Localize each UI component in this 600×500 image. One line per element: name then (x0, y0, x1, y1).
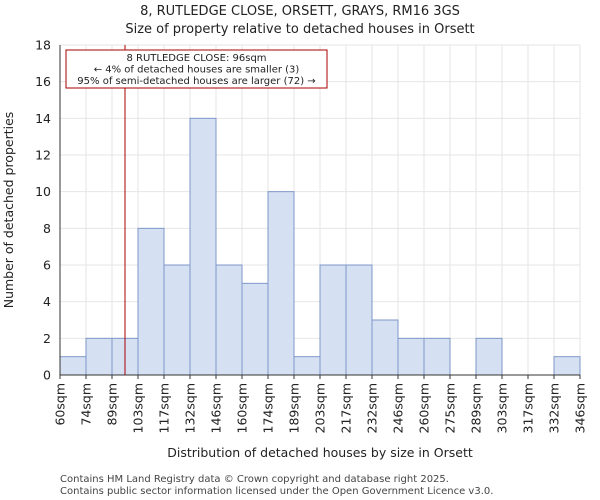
x-tick-label: 117sqm (157, 383, 172, 433)
chart-subtitle: Size of property relative to detached ho… (125, 22, 474, 37)
footer-line-2: Contains public sector information licen… (60, 486, 493, 497)
chart-title: 8, RUTLEDGE CLOSE, ORSETT, GRAYS, RM16 3… (140, 4, 460, 19)
x-tick-label: 317sqm (521, 383, 536, 433)
y-tick-label: 6 (43, 258, 51, 273)
x-tick-label: 189sqm (287, 383, 302, 433)
histogram-bar (189, 117, 217, 376)
plot-area: 0 2 4 6 8 10 12 14 16 18 60sqm 74sqm 89sqm 103sqm 117s… (35, 38, 587, 434)
histogram-bar (85, 337, 113, 376)
y-tick-label: 2 (43, 331, 51, 346)
histogram-bar (475, 337, 503, 376)
histogram-bar (319, 264, 347, 376)
y-tick-label: 0 (43, 368, 51, 383)
x-tick-label: 260sqm (417, 383, 432, 433)
histogram-bar (371, 319, 399, 376)
x-tick-label: 146sqm (209, 383, 224, 433)
x-axis-label: Distribution of detached houses by size … (167, 445, 473, 460)
y-tick-label: 16 (35, 74, 51, 89)
annotation-text: 8 RUTLEDGE CLOSE: 96sqm (126, 53, 266, 64)
y-tick-label: 18 (35, 38, 51, 53)
x-tick-label: 160sqm (235, 383, 250, 433)
x-tick-label: 103sqm (131, 383, 146, 433)
annotation-text: ← 4% of detached houses are smaller (3) (94, 65, 300, 76)
x-tick-label: 89sqm (105, 383, 120, 426)
x-tick-label: 203sqm (313, 383, 328, 433)
histogram-bar (267, 191, 295, 376)
x-tick-label: 217sqm (339, 383, 354, 433)
y-tick-label: 14 (35, 111, 51, 126)
histogram-bar (59, 356, 87, 376)
histogram-bar (163, 264, 191, 376)
histogram-bar (137, 227, 165, 376)
histogram-bar (553, 356, 581, 376)
x-tick-label: 346sqm (573, 383, 588, 433)
y-tick-label: 10 (35, 184, 51, 199)
annotation-text: 95% of semi-detached houses are larger (… (77, 76, 315, 87)
x-tick-label: 246sqm (391, 383, 406, 433)
histogram-bar (241, 282, 269, 376)
x-tick-label: 275sqm (443, 383, 458, 433)
histogram-bar (423, 337, 451, 376)
y-tick-label: 8 (43, 221, 51, 236)
histogram-bar (215, 264, 243, 376)
y-tick-label: 12 (35, 148, 51, 163)
y-axis-label: Number of detached properties (1, 112, 16, 309)
histogram-bar (345, 264, 373, 376)
x-tick-label: 74sqm (79, 383, 94, 426)
footer-line-1: Contains HM Land Registry data © Crown c… (60, 474, 449, 485)
x-tick-label: 289sqm (469, 383, 484, 433)
histogram-bar (293, 356, 321, 376)
histogram-bar (397, 337, 425, 376)
x-tick-label: 303sqm (495, 383, 510, 433)
annotation-box (65, 49, 328, 89)
x-tick-label: 332sqm (547, 383, 562, 433)
x-tick-label: 174sqm (261, 383, 276, 433)
y-tick-label: 4 (43, 294, 51, 309)
x-tick-label: 60sqm (53, 383, 68, 426)
x-tick-label: 232sqm (365, 383, 380, 433)
x-tick-label: 132sqm (183, 383, 198, 433)
